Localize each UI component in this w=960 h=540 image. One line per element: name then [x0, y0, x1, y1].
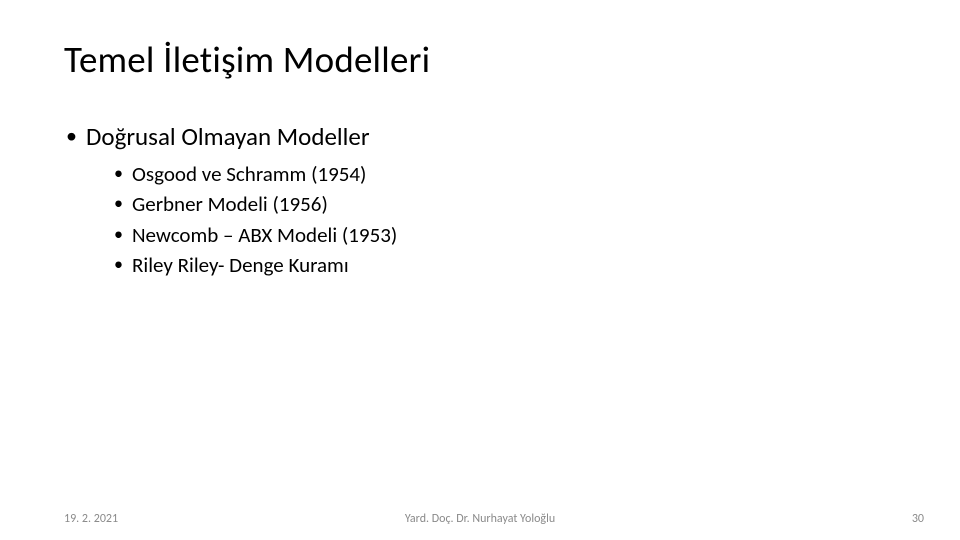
list-item-level1: Doğrusal Olmayan Modeller Osgood ve Schr… — [66, 120, 896, 279]
slide: Temel İletişim Modelleri Doğrusal Olmaya… — [0, 0, 960, 540]
list-item-level2: Osgood ve Schramm (1954) — [114, 160, 896, 188]
list-item-level2: Newcomb – ABX Modeli (1953) — [114, 221, 896, 249]
bullet-list-level1: Doğrusal Olmayan Modeller Osgood ve Schr… — [64, 120, 896, 279]
footer-page-number: 30 — [912, 512, 924, 526]
list-item-level2: Riley Riley- Denge Kuramı — [114, 251, 896, 279]
slide-title: Temel İletişim Modelleri — [64, 38, 896, 82]
footer-author: Yard. Doç. Dr. Nurhayat Yoloğlu — [405, 512, 555, 526]
bullet-list-level2: Osgood ve Schramm (1954) Gerbner Modeli … — [86, 160, 896, 279]
footer-date: 19. 2. 2021 — [64, 512, 118, 526]
list-item-level2-text: Gerbner Modeli (1956) — [132, 191, 328, 217]
list-item-level2-text: Newcomb – ABX Modeli (1953) — [132, 222, 397, 248]
list-item-level2-text: Riley Riley- Denge Kuramı — [132, 252, 349, 278]
list-item-level2-text: Osgood ve Schramm (1954) — [132, 161, 366, 187]
list-item-level1-text: Doğrusal Olmayan Modeller — [86, 121, 370, 152]
list-item-level2: Gerbner Modeli (1956) — [114, 190, 896, 218]
slide-footer: 19. 2. 2021 Yard. Doç. Dr. Nurhayat Yolo… — [0, 506, 960, 526]
